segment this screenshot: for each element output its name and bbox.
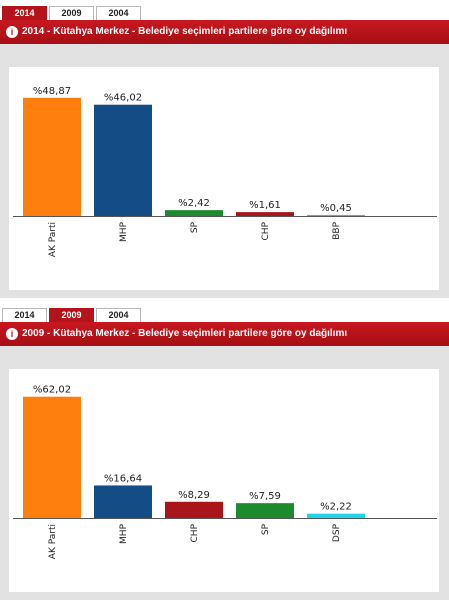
data-label-ak-parti: %48,87 (33, 86, 71, 97)
chart-panel-2014: 2014 2009 2004 i 2014 - Kütahya Merkez -… (0, 3, 449, 298)
x-tick-label-ak-parti: AK Parti (48, 524, 58, 559)
data-label-mhp: %16,64 (104, 473, 142, 484)
data-label-sp: %7,59 (249, 491, 281, 502)
x-tick-label-mhp: MHP (119, 523, 129, 544)
chart-title: 2014 - Kütahya Merkez - Belediye seçimle… (22, 26, 348, 37)
bar-ak-parti[interactable] (23, 396, 81, 518)
chart-header: i 2009 - Kütahya Merkez - Belediye seçim… (0, 322, 449, 346)
tab-2004[interactable]: 2004 (96, 6, 141, 20)
bar-mhp[interactable] (94, 485, 152, 518)
data-label-dsp: %2,22 (320, 502, 352, 513)
x-tick-label-bbp: BBP (332, 221, 342, 239)
info-icon: i (6, 26, 18, 38)
plot-area: %48,87 AK Parti %46,02 MHP %2,42 SP %1,61 CHP %0… (9, 67, 439, 290)
bar-bbp[interactable] (307, 214, 365, 216)
plot-area: %62,02 AK Parti %16,64 MHP %8,29 CHP %7,59 SP %2… (9, 369, 439, 592)
bar-chp[interactable] (165, 501, 223, 518)
data-label-sp: %2,42 (178, 198, 210, 209)
year-tabs: 2014 2009 2004 (2, 305, 143, 322)
chart-frame: %62,02 AK Parti %16,64 MHP %8,29 CHP %7,59 SP %2… (0, 346, 449, 600)
bar-sp[interactable] (236, 503, 294, 518)
chart-header: i 2014 - Kütahya Merkez - Belediye seçim… (0, 20, 449, 44)
bar-dsp[interactable] (307, 513, 365, 518)
tab-2004[interactable]: 2004 (96, 308, 141, 322)
tab-2014[interactable]: 2014 (2, 308, 47, 322)
bar-ak-parti[interactable] (23, 97, 81, 216)
chart-frame: %48,87 AK Parti %46,02 MHP %2,42 SP %1,61 CHP %0… (0, 44, 449, 298)
data-label-chp: %8,29 (178, 490, 210, 501)
x-tick-label-dsp: DSP (332, 523, 342, 542)
data-label-bbp: %0,45 (320, 203, 352, 214)
x-tick-label-ak-parti: AK Parti (48, 222, 58, 257)
bar-sp[interactable] (165, 210, 223, 216)
x-tick-label-sp: SP (190, 221, 200, 233)
tab-2009[interactable]: 2009 (49, 6, 94, 20)
tab-2009[interactable]: 2009 (49, 308, 94, 322)
data-label-ak-parti: %62,02 (33, 385, 71, 396)
year-tabs: 2014 2009 2004 (2, 3, 143, 20)
bar-chp[interactable] (236, 212, 294, 216)
x-tick-label-chp: CHP (190, 523, 200, 542)
x-tick-label-chp: CHP (261, 221, 271, 240)
chart-title: 2009 - Kütahya Merkez - Belediye seçimle… (22, 328, 348, 339)
bar-chart-2014: %48,87 AK Parti %46,02 MHP %2,42 SP %1,61 CHP %0… (13, 86, 437, 257)
info-icon: i (6, 328, 18, 340)
chart-panel-2009: 2014 2009 2004 i 2009 - Kütahya Merkez -… (0, 305, 449, 600)
data-label-chp: %1,61 (249, 200, 281, 211)
bar-mhp[interactable] (94, 104, 152, 216)
x-tick-label-sp: SP (261, 523, 271, 535)
data-label-mhp: %46,02 (104, 93, 142, 104)
bar-chart-2009: %62,02 AK Parti %16,64 MHP %8,29 CHP %7,59 SP %2… (13, 385, 437, 559)
x-tick-label-mhp: MHP (119, 221, 129, 242)
tab-2014[interactable]: 2014 (2, 6, 47, 20)
